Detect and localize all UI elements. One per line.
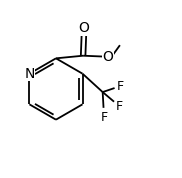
Text: F: F (117, 80, 124, 93)
Text: F: F (116, 100, 123, 112)
Text: N: N (24, 67, 35, 81)
Text: O: O (103, 50, 113, 64)
Text: F: F (100, 111, 108, 124)
Text: O: O (79, 21, 89, 35)
